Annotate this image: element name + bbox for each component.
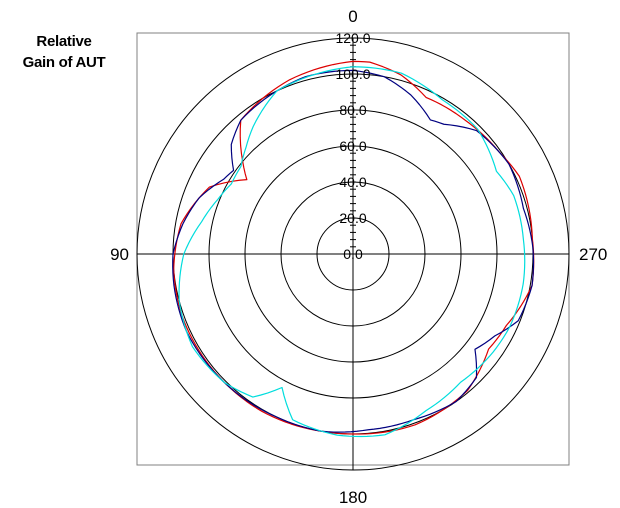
ring-label: 80.0 (339, 102, 366, 118)
angle-label-180: 180 (339, 488, 367, 507)
ring-label: 120.0 (335, 30, 370, 46)
series-line-1 (173, 60, 535, 435)
angle-labels: 0 90 180 270 (110, 7, 607, 507)
ring-label: 60.0 (339, 138, 366, 154)
series-layer (172, 60, 535, 438)
axis-title-line-2: Gain of AUT (22, 54, 106, 71)
ring-label: 40.0 (339, 174, 366, 190)
series-line-2 (172, 69, 535, 433)
ring-labels: 0.0 20.0 40.0 60.0 80.0 100.0 120.0 (335, 30, 370, 262)
series-line-3 (178, 66, 526, 438)
ring-label: 20.0 (339, 210, 366, 226)
ring-label: 0.0 (343, 246, 363, 262)
angle-label-0: 0 (348, 7, 357, 26)
grid-axes (137, 37, 569, 470)
angle-label-270: 270 (579, 245, 607, 264)
axis-title-line-1: Relative (36, 33, 92, 50)
ring-label: 100.0 (335, 66, 370, 82)
angle-label-90: 90 (110, 245, 129, 264)
